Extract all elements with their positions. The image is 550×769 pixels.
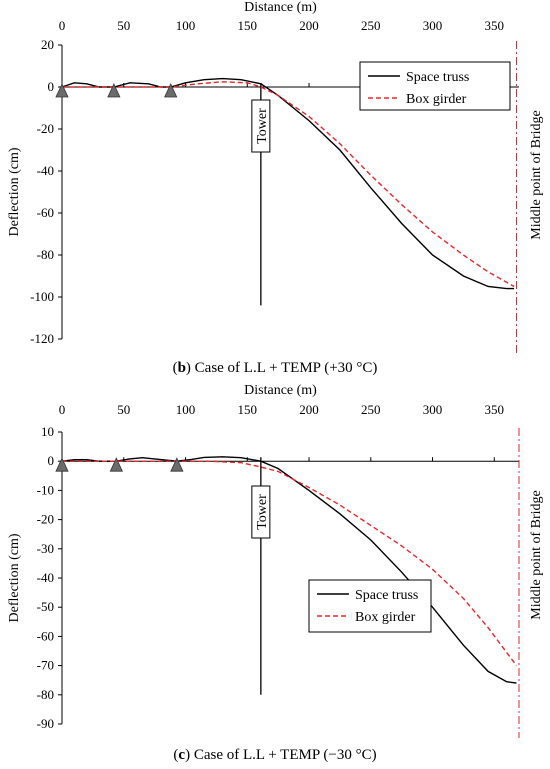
y-tick-label: -100 [30,289,54,304]
y-tick-label: -40 [37,163,54,178]
y-axis-title: Deflection (cm) [7,147,22,236]
series-line-space-truss [61,456,517,684]
y-tick-label: 0 [48,79,55,94]
y-tick-label: -60 [37,628,54,643]
y-tick-label: 20 [41,37,54,52]
x-axis-title: Distance (m) [244,383,317,398]
figure-caption: (c) Case of L.L + TEMP (−30 °C) [173,747,376,763]
legend-label: Box girder [406,92,467,107]
x-tick-label: 50 [117,18,130,33]
y-tick-label: -20 [37,121,54,136]
x-tick-label: 300 [423,18,443,33]
legend-box [359,61,511,111]
x-tick-label: 100 [176,18,196,33]
y-tick-label: -80 [37,687,54,702]
y-tick-label: 0 [48,453,55,468]
x-tick-label: 50 [117,402,130,417]
x-tick-label: 0 [59,18,66,33]
figure-caption: (b) Case of L.L + TEMP (+30 °C) [173,360,378,376]
tower-label-box [251,485,271,539]
x-tick-label: 250 [361,18,381,33]
y-tick-label: -50 [37,599,54,614]
x-tick-label: 150 [238,18,258,33]
tower-label: Tower [255,494,270,530]
x-tick-label: 250 [361,402,381,417]
chart-panel-c: 100-10-20-30-40-50-60-70-80-900 50 100 150 2… [7,383,544,763]
tower-label-box [251,99,271,153]
x-tick-label: 100 [176,402,196,417]
x-tick-label: 350 [485,402,505,417]
y-tick-label: -40 [37,570,54,585]
midpoint-label: Middle point of Bridge [529,490,544,620]
series-line-box-girder [62,81,515,288]
support-triangle-icon [170,457,184,472]
y-tick-label: -90 [37,716,54,731]
y-tick-label: -80 [37,247,54,262]
x-tick-label: 150 [238,402,258,417]
support-triangle-icon [107,83,121,98]
tower-label: Tower [255,108,270,144]
legend-label: Box girder [355,610,416,625]
support-triangle-icon [109,457,123,472]
y-tick-label: -30 [37,541,54,556]
y-tick-label: 10 [41,424,54,439]
x-tick-label: 200 [299,18,319,33]
x-tick-label: 350 [485,18,505,33]
support-triangle-icon [55,457,69,472]
x-tick-label: 300 [423,402,443,417]
y-tick-label: -60 [37,205,54,220]
support-triangle-icon [55,83,69,98]
x-axis-title: Distance (m) [244,0,317,15]
y-tick-label: -20 [37,512,54,527]
legend-box [308,579,432,633]
y-tick-label: -70 [37,658,54,673]
support-triangle-icon [164,83,178,98]
series-line-box-girder [62,460,518,667]
legend-label: Space truss [406,70,469,85]
y-tick-label: -10 [37,482,54,497]
legend-label: Space truss [355,588,418,603]
x-tick-label: 200 [299,402,319,417]
y-axis-title: Deflection (cm) [7,533,22,622]
midpoint-label: Middle point of Bridge [529,110,544,240]
x-tick-label: 0 [59,402,66,417]
y-tick-label: -120 [30,331,54,346]
